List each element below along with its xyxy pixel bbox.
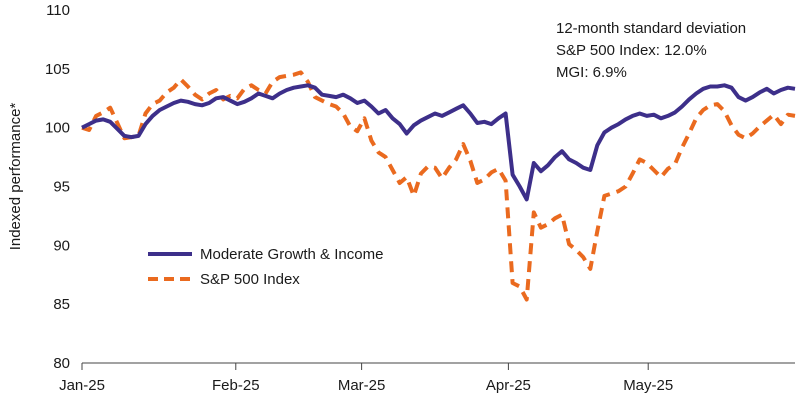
y-tick-label: 100 (45, 120, 70, 137)
y-tick-label: 95 (53, 179, 70, 196)
y-tick-label: 105 (45, 61, 70, 78)
y-tick-label: 85 (53, 296, 70, 313)
x-tick-label: Mar-25 (338, 377, 386, 394)
y-axis-title: Indexed performance* (7, 103, 24, 251)
y-tick-label: 90 (53, 237, 70, 254)
annotation-title: 12-month standard deviation (556, 20, 746, 37)
x-tick-label: Apr-25 (486, 377, 531, 394)
x-tick-label: May-25 (623, 377, 673, 394)
annotation-sp500-stdev: S&P 500 Index: 12.0% (556, 42, 707, 59)
legend-label-mgi: Moderate Growth & Income (200, 246, 383, 263)
y-axis: 80 85 90 95 100 105 110 (45, 2, 70, 372)
legend: Moderate Growth & Income S&P 500 Index (148, 246, 383, 288)
x-tick-label: Feb-25 (212, 377, 260, 394)
x-tick-label: Jan-25 (59, 377, 105, 394)
series-line-sp500 (81, 70, 796, 302)
y-tick-label: 80 (53, 355, 70, 372)
annotation-mgi-stdev: MGI: 6.9% (556, 64, 627, 81)
series-layer (81, 70, 796, 302)
x-axis: Jan-25 Feb-25 Mar-25 Apr-25 May-25 (59, 362, 795, 394)
y-tick-label: 110 (46, 2, 70, 19)
annotation-layer: 12-month standard deviation S&P 500 Inde… (556, 20, 746, 81)
legend-label-sp500: S&P 500 Index (200, 271, 300, 288)
series-line-mgi (81, 83, 796, 202)
